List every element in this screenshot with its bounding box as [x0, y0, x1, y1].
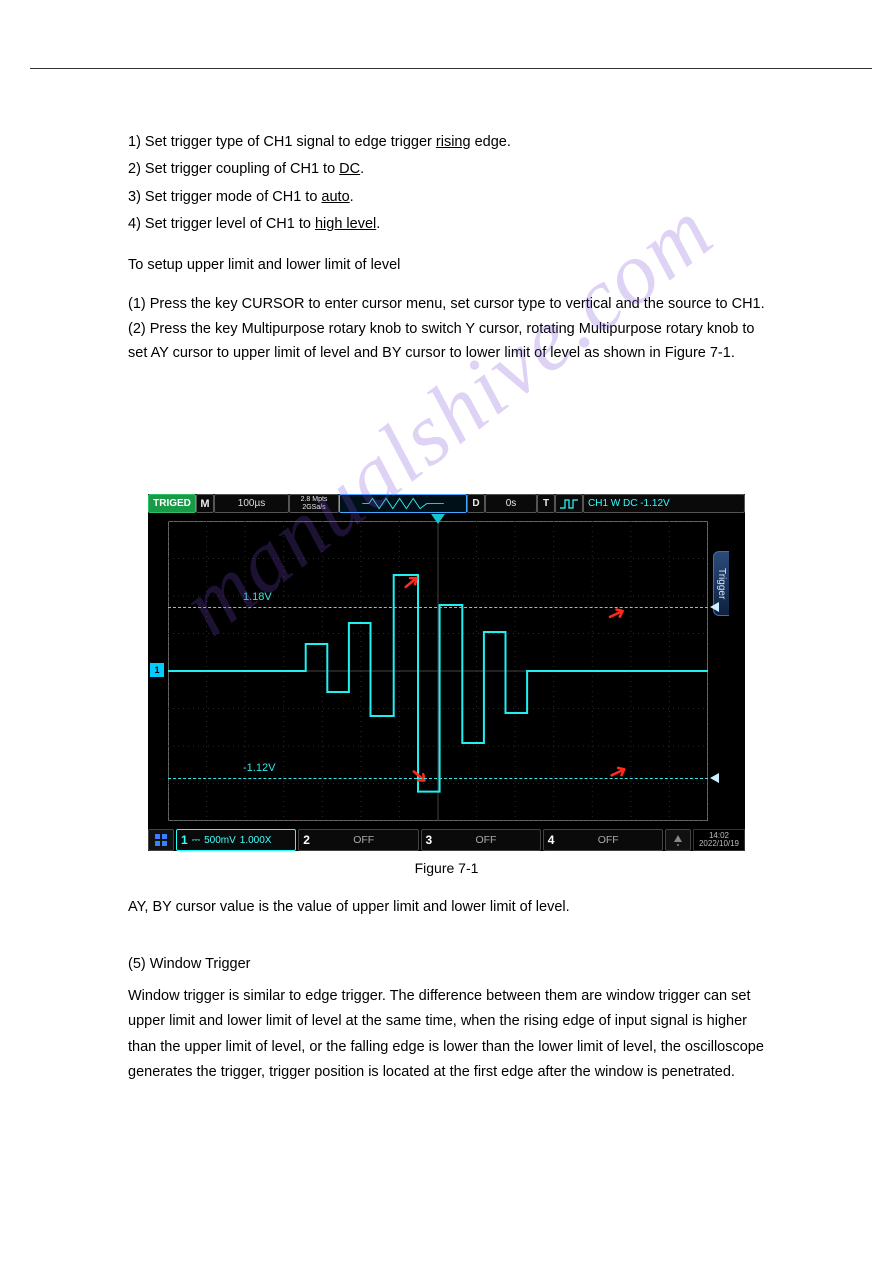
key-cursor: CURSOR — [242, 296, 305, 312]
body-text: 1) Set trigger type of CH1 signal to edg… — [128, 130, 778, 366]
key-multipurpose: Multipurpose — [242, 321, 325, 337]
text: . — [376, 216, 380, 232]
cursor-ay-line[interactable] — [168, 607, 708, 608]
oscilloscope-figure: TRIGED M 100µs 2.8 Mpts 2GSa/s D 0s T CH… — [148, 494, 745, 851]
cursor-by-line[interactable] — [168, 778, 708, 779]
section-title: (5) Window Trigger — [128, 952, 768, 977]
list-item-1: 1) Set trigger type of CH1 signal to edg… — [128, 130, 778, 155]
ch3-num: 3 — [426, 833, 433, 847]
wave-preview[interactable] — [339, 494, 467, 513]
sample-rate-readout: 2.8 Mpts 2GSa/s — [289, 494, 339, 513]
notification-icon[interactable] — [665, 829, 691, 851]
after-figure-text: AY, BY cursor value is the value of uppe… — [128, 895, 768, 1085]
link-rising: rising — [436, 134, 471, 150]
trigger-readout[interactable]: CH1 W DC -1.12V — [583, 494, 745, 513]
ch4-box[interactable]: 4 OFF — [543, 829, 663, 851]
text: to enter cursor menu, set cursor type to… — [304, 296, 764, 312]
cursor-ay-value: 1.18V — [243, 591, 272, 603]
figure-caption: Figure 7-1 — [0, 860, 893, 876]
step-1: (1) Press the key CURSOR to enter cursor… — [128, 292, 768, 317]
link-high-level: high level — [315, 216, 376, 232]
text: 3) Set trigger mode of CH1 to — [128, 189, 321, 205]
scope-top-bar: TRIGED M 100µs 2.8 Mpts 2GSa/s D 0s T CH… — [148, 494, 745, 513]
level-arrow-b — [710, 773, 719, 783]
d-label: D — [467, 494, 485, 513]
date: 2022/10/19 — [699, 840, 739, 848]
plot-area: 1 Trigger 1.18V -1.12V — [148, 513, 729, 829]
step-2: (2) Press the key Multipurpose rotary kn… — [128, 317, 768, 366]
section-body: Window trigger is similar to edge trigge… — [128, 984, 768, 1086]
text: 4) Set trigger level of CH1 to — [128, 216, 315, 232]
text: . — [350, 189, 354, 205]
text: edge. — [471, 134, 511, 150]
plot-svg — [168, 521, 708, 821]
ch2-num: 2 — [303, 833, 310, 847]
trigger-t-marker — [431, 513, 445, 525]
datetime: 14:02 2022/10/19 — [693, 829, 745, 851]
timebase-readout[interactable]: 100µs — [214, 494, 289, 513]
cursor-by-value: -1.12V — [243, 762, 275, 774]
link-auto: auto — [321, 189, 349, 205]
ch1-probe: 1.000X — [240, 835, 272, 846]
ch1-scale: 500mV — [204, 835, 236, 846]
ch2-box[interactable]: 2 OFF — [298, 829, 418, 851]
m-label: M — [196, 494, 214, 513]
list-item-4: 4) Set trigger level of CH1 to high leve… — [128, 212, 778, 237]
ch2-state: OFF — [314, 834, 414, 846]
cursor-explanation: AY, BY cursor value is the value of uppe… — [128, 895, 768, 920]
list-item-2: 2) Set trigger coupling of CH1 to DC. — [128, 157, 778, 182]
t-label: T — [537, 494, 555, 513]
level-arrow-a — [710, 602, 719, 612]
level-setup-title: To setup upper limit and lower limit of … — [128, 253, 778, 278]
d-offset[interactable]: 0s — [485, 494, 537, 513]
scope-screen: TRIGED M 100µs 2.8 Mpts 2GSa/s D 0s T CH… — [148, 494, 745, 851]
text: (2) Press the key — [128, 321, 242, 337]
ch1-box[interactable]: 1 ⎓ 500mV 1.000X — [176, 829, 296, 851]
ch3-box[interactable]: 3 OFF — [421, 829, 541, 851]
list-item-3: 3) Set trigger mode of CH1 to auto. — [128, 185, 778, 210]
link-dc: DC — [339, 161, 360, 177]
gsas: 2GSa/s — [302, 504, 325, 511]
ch4-state: OFF — [558, 834, 658, 846]
coupling-icon: ⎓ — [192, 834, 200, 847]
ch3-state: OFF — [436, 834, 536, 846]
key-multipurpose-2: Multipurpose — [579, 321, 662, 337]
mpts: 2.8 Mpts — [301, 496, 328, 503]
app-menu-button[interactable] — [148, 829, 174, 851]
triged-badge: TRIGED — [148, 494, 196, 513]
header-rule — [30, 68, 872, 69]
text: . — [360, 161, 364, 177]
ch1-marker: 1 — [150, 663, 164, 677]
text: 2) Set trigger coupling of CH1 to — [128, 161, 339, 177]
text: (1) Press the key — [128, 296, 242, 312]
text: 1) Set trigger type of CH1 signal to edg… — [128, 134, 436, 150]
trigger-mode-icon[interactable] — [555, 494, 583, 513]
ch4-num: 4 — [548, 833, 555, 847]
text: rotary knob to switch Y cursor, rotating — [325, 321, 579, 337]
ch1-num: 1 — [181, 833, 188, 847]
scope-bottom-bar: 1 ⎓ 500mV 1.000X 2 OFF 3 OFF 4 OFF 14:02 — [148, 829, 745, 851]
